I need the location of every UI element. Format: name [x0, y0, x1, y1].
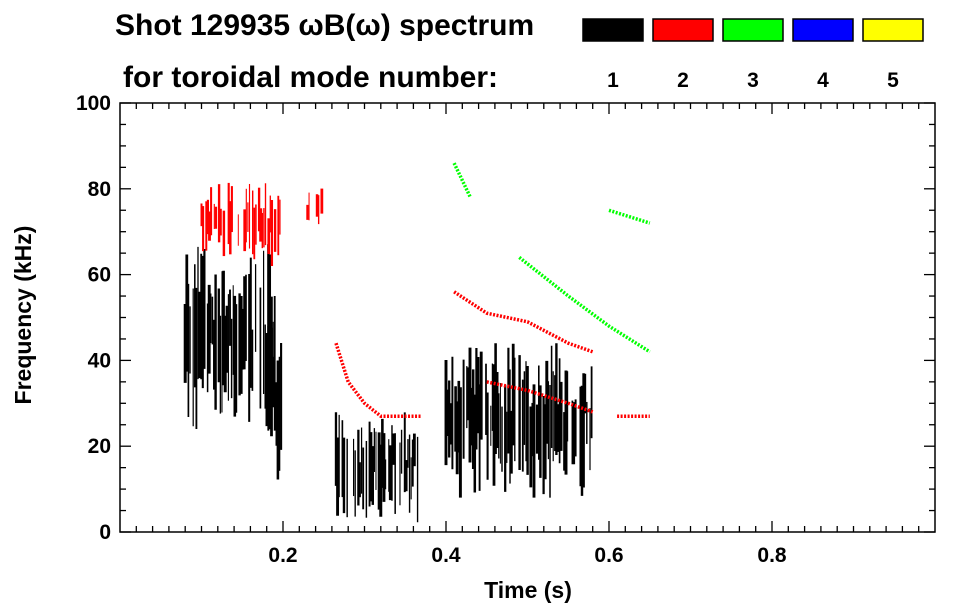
legend-label-2: 2 [677, 69, 689, 92]
legend-swatch-1 [582, 18, 644, 42]
axis-ticks [120, 102, 935, 533]
chart-title: Shot 129935 ωB(ω) spectrum [115, 9, 534, 42]
band-mode-1 [265, 296, 283, 480]
mode-3-trace [452, 162, 472, 199]
series-mode-2 [200, 182, 650, 418]
x-axis-label: Time (s) [484, 577, 572, 603]
legend-swatch-3 [722, 18, 784, 42]
legend-label-5: 5 [887, 69, 899, 92]
y-tick-label: 0 [99, 521, 111, 544]
legend-label-3: 3 [747, 69, 759, 92]
band-mode-1 [334, 412, 419, 523]
band-mode-1 [183, 244, 274, 430]
mode-2-trace [334, 342, 422, 418]
band-mode-2 [200, 182, 281, 267]
band-mode-1 [444, 343, 593, 498]
y-tick-labels: 0 20 40 60 80 100 [76, 92, 111, 544]
chart-subtitle: for toroidal mode number: [123, 61, 498, 94]
y-tick-label: 80 [88, 178, 111, 201]
series-mode-1 [183, 244, 593, 523]
legend-label-1: 1 [607, 69, 619, 92]
legend-label-4: 4 [817, 69, 829, 92]
x-tick-label: 0.6 [594, 544, 623, 567]
y-axis-label: Frequency (kHz) [10, 226, 36, 405]
legend-swatch-4 [792, 18, 854, 42]
y-tick-label: 40 [88, 349, 111, 372]
series-mode-3 [452, 162, 651, 354]
legend: 1 2 3 4 5 [582, 18, 924, 92]
x-tick-label: 0.2 [268, 544, 297, 567]
spectrogram-data [183, 162, 651, 523]
legend-swatch-2 [652, 18, 714, 42]
y-tick-label: 100 [76, 92, 111, 115]
y-tick-label: 60 [88, 264, 111, 287]
band-mode-2 [306, 188, 324, 225]
mode-2-trace [453, 290, 594, 354]
mode-3-trace [608, 208, 651, 225]
mode-3-trace [518, 256, 651, 354]
legend-swatch-5 [862, 18, 924, 42]
y-tick-label: 20 [88, 435, 111, 458]
x-tick-label: 0.4 [431, 544, 461, 567]
x-tick-labels: 0.2 0.4 0.6 0.8 [268, 544, 787, 567]
x-tick-label: 0.8 [757, 544, 787, 567]
